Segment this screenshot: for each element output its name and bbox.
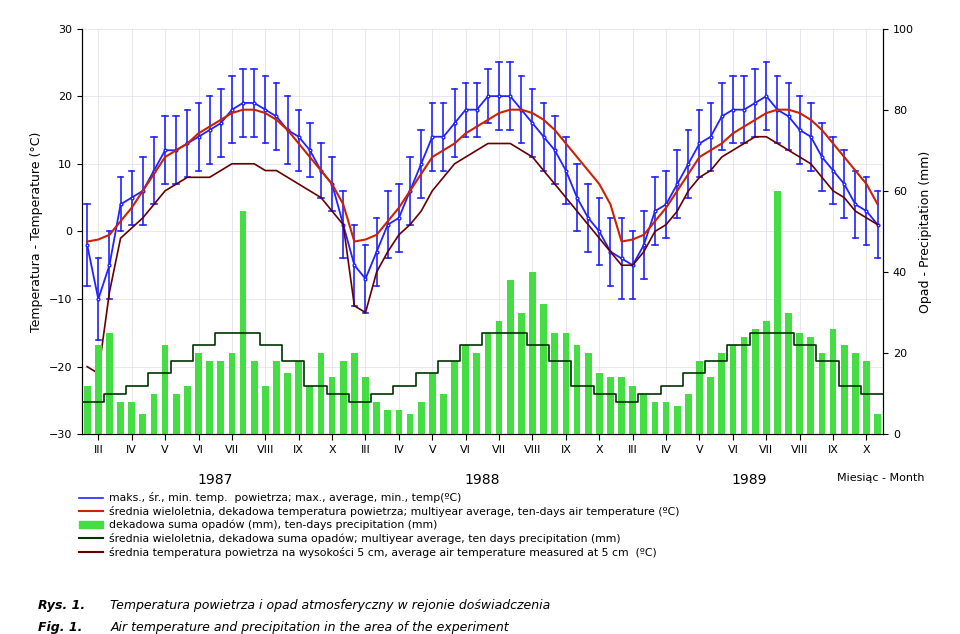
- Bar: [718, 353, 725, 434]
- Bar: [373, 402, 380, 434]
- Bar: [340, 361, 347, 434]
- Bar: [551, 333, 558, 434]
- Text: 1987: 1987: [198, 473, 233, 487]
- Bar: [217, 361, 224, 434]
- Bar: [206, 361, 213, 434]
- Bar: [195, 353, 202, 434]
- Bar: [662, 402, 669, 434]
- Bar: [752, 329, 758, 434]
- Bar: [418, 402, 424, 434]
- Bar: [251, 361, 257, 434]
- Text: Rys. 1.: Rys. 1.: [38, 599, 85, 612]
- Y-axis label: Temperatura - Temperature (°C): Temperatura - Temperature (°C): [30, 131, 43, 332]
- Text: Air temperature and precipitation in the area of the experiment: Air temperature and precipitation in the…: [110, 621, 509, 634]
- Bar: [630, 385, 636, 434]
- Bar: [362, 377, 369, 434]
- Bar: [318, 353, 324, 434]
- Bar: [306, 385, 313, 434]
- Bar: [819, 353, 826, 434]
- Bar: [296, 361, 302, 434]
- Bar: [741, 337, 748, 434]
- Bar: [652, 402, 659, 434]
- Bar: [451, 361, 458, 434]
- Legend: maks., śr., min. temp.  powietrza; max., average, min., temp(ºC), średnia wielol: maks., śr., min. temp. powietrza; max., …: [79, 493, 680, 558]
- Text: Miesiąc - Month: Miesiąc - Month: [837, 473, 924, 483]
- Bar: [607, 377, 613, 434]
- Bar: [184, 385, 191, 434]
- Bar: [407, 414, 414, 434]
- Bar: [540, 304, 547, 434]
- Bar: [139, 414, 146, 434]
- Bar: [797, 333, 803, 434]
- Bar: [640, 394, 647, 434]
- Bar: [240, 211, 247, 434]
- Bar: [351, 353, 358, 434]
- Bar: [84, 385, 90, 434]
- Bar: [396, 410, 402, 434]
- Bar: [574, 345, 581, 434]
- Bar: [863, 361, 870, 434]
- Bar: [95, 345, 102, 434]
- Text: 1988: 1988: [465, 473, 500, 487]
- Bar: [262, 385, 269, 434]
- Bar: [228, 353, 235, 434]
- Bar: [563, 333, 569, 434]
- Bar: [440, 394, 446, 434]
- Bar: [674, 406, 681, 434]
- Bar: [696, 361, 703, 434]
- Bar: [473, 353, 480, 434]
- Bar: [507, 280, 514, 434]
- Bar: [173, 394, 180, 434]
- Bar: [807, 337, 814, 434]
- Bar: [841, 345, 848, 434]
- Bar: [618, 377, 625, 434]
- Bar: [529, 272, 536, 434]
- Bar: [875, 414, 881, 434]
- Bar: [384, 410, 391, 434]
- Bar: [518, 313, 525, 434]
- Bar: [161, 345, 168, 434]
- Bar: [273, 361, 279, 434]
- Bar: [151, 394, 157, 434]
- Bar: [708, 377, 714, 434]
- Text: Temperatura powietrza i opad atmosferyczny w rejonie doświadczenia: Temperatura powietrza i opad atmosferycz…: [110, 599, 551, 612]
- Bar: [763, 321, 770, 434]
- Bar: [107, 333, 112, 434]
- Bar: [852, 353, 858, 434]
- Bar: [585, 353, 591, 434]
- Text: 1989: 1989: [732, 473, 767, 487]
- Bar: [328, 377, 335, 434]
- Bar: [596, 373, 603, 434]
- Y-axis label: Opad - Precipitation (mm): Opad - Precipitation (mm): [920, 150, 932, 313]
- Bar: [774, 191, 780, 434]
- Bar: [785, 313, 792, 434]
- Bar: [129, 402, 135, 434]
- Bar: [284, 373, 291, 434]
- Bar: [485, 333, 492, 434]
- Bar: [463, 345, 469, 434]
- Bar: [829, 329, 836, 434]
- Text: Fig. 1.: Fig. 1.: [38, 621, 83, 634]
- Bar: [429, 373, 436, 434]
- Bar: [685, 394, 692, 434]
- Bar: [730, 345, 736, 434]
- Bar: [495, 321, 502, 434]
- Bar: [117, 402, 124, 434]
